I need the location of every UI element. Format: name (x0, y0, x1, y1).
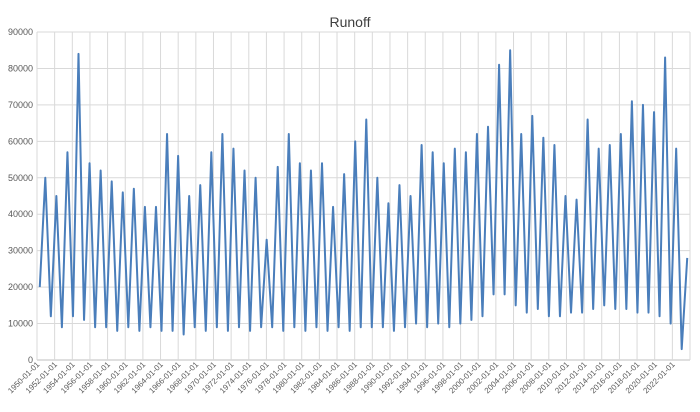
x-axis-ticks: 1950-01-011952-01-011954-01-011956-01-01… (6, 360, 677, 396)
y-tick-label: 20000 (8, 282, 33, 292)
y-tick-label: 80000 (8, 63, 33, 73)
y-tick-label: 50000 (8, 173, 33, 183)
y-tick-label: 40000 (8, 209, 33, 219)
series-line-runoff (38, 49, 689, 351)
y-tick-label: 0 (28, 355, 33, 365)
y-tick-label: 60000 (8, 136, 33, 146)
y-tick-label: 70000 (8, 100, 33, 110)
y-tick-label: 30000 (8, 246, 33, 256)
y-tick-label: 90000 (8, 27, 33, 37)
y-tick-label: 10000 (8, 319, 33, 329)
series-layer (38, 49, 689, 351)
chart-title: Runoff (330, 14, 371, 30)
y-axis-ticks: 0 10000 20000 30000 40000 50000 60000 70000 8000… (8, 27, 33, 365)
